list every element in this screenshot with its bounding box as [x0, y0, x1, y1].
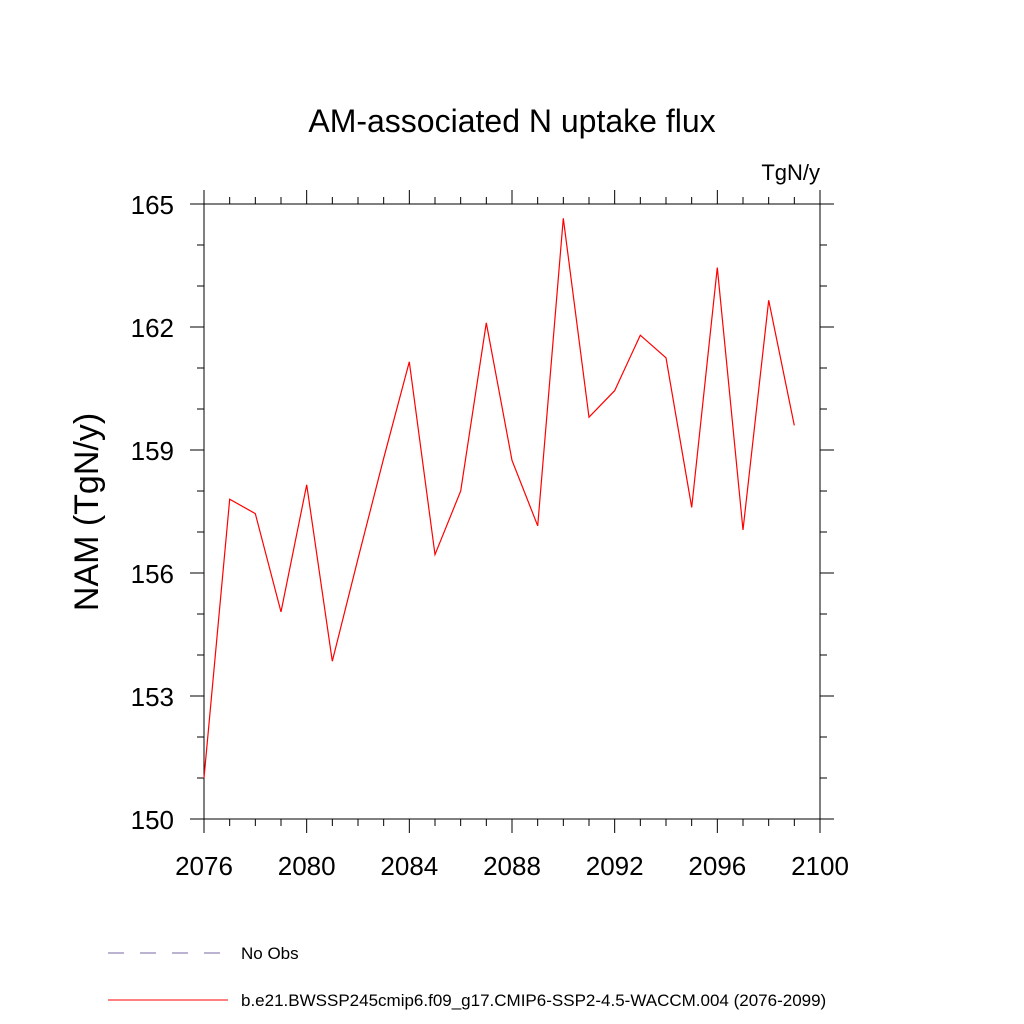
legend-label-model-run: b.e21.BWSSP245cmip6.f09_g17.CMIP6-SSP2-4…	[241, 991, 826, 1010]
y-tick-label: 156	[131, 559, 174, 589]
x-tick-label: 2084	[380, 851, 438, 881]
legend-label-no-obs: No Obs	[241, 944, 299, 963]
x-tick-label: 2088	[483, 851, 541, 881]
y-tick-label: 150	[131, 805, 174, 835]
x-tick-label: 2096	[688, 851, 746, 881]
series-line	[203, 218, 795, 779]
y-tick-label: 153	[131, 682, 174, 712]
plot-frame	[203, 203, 821, 820]
ticks-layer: 2076 2080 2084 2088 2092 2096 2100 150 153 156 159…	[131, 190, 849, 881]
x-tick-label: 2076	[175, 851, 233, 881]
units-label: TgN/y	[761, 160, 820, 185]
y-tick-label: 159	[131, 436, 174, 466]
y-tick-label: 162	[131, 313, 174, 343]
y-axis-label: NAM (TgN/y)	[68, 413, 106, 611]
x-tick-label: 2100	[791, 851, 849, 881]
x-tick-label: 2080	[278, 851, 336, 881]
chart-title: AM-associated N uptake flux	[308, 103, 715, 139]
legend: No Obs b.e21.BWSSP245cmip6.f09_g17.CMIP6…	[108, 944, 826, 1010]
y-tick-label: 165	[131, 190, 174, 220]
x-tick-label: 2092	[586, 851, 644, 881]
series-layer	[203, 218, 795, 779]
